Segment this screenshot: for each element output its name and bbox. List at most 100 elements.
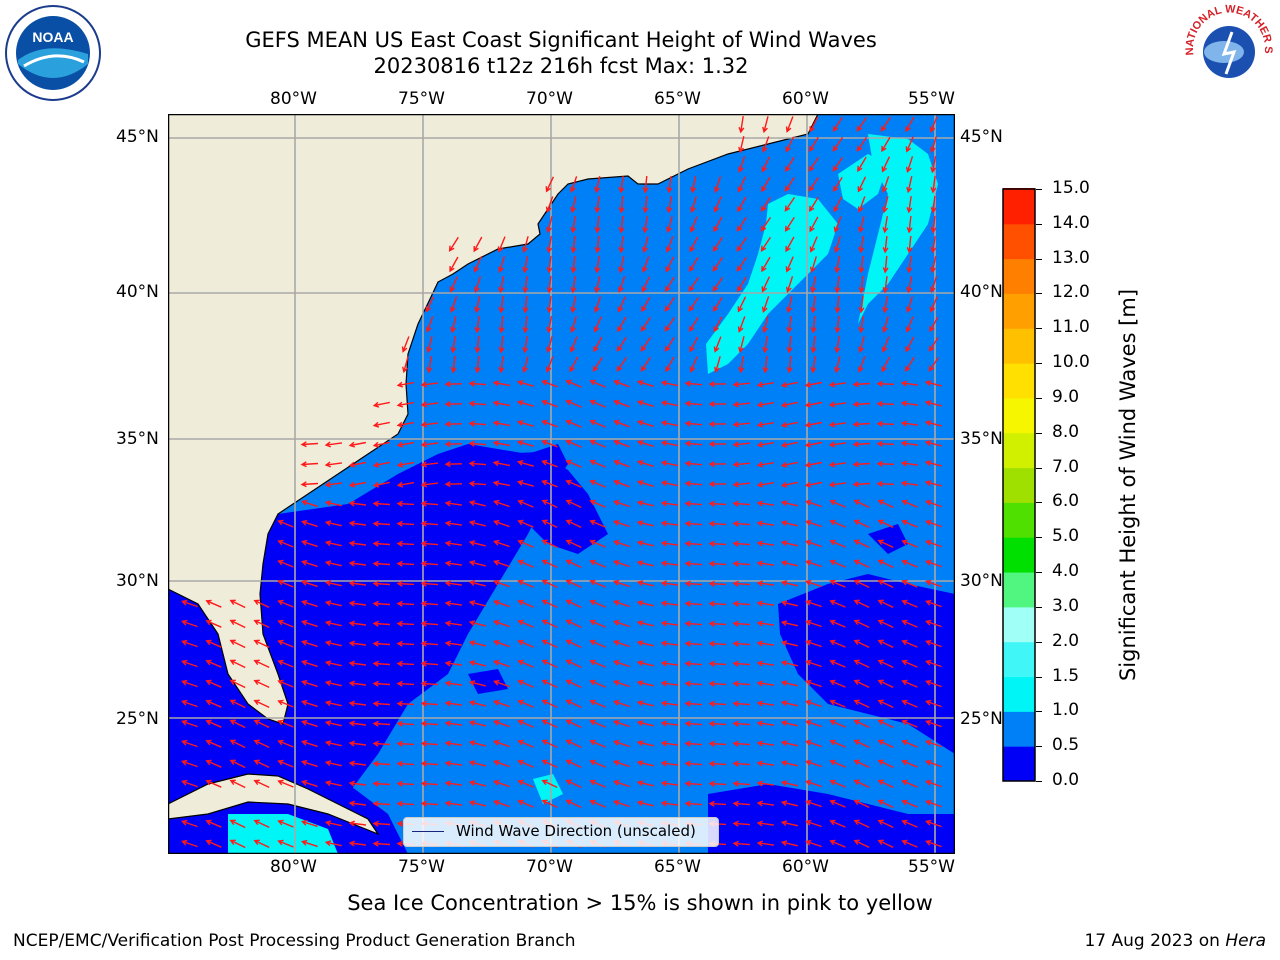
wind-wave-arrow [517, 539, 534, 548]
lat-label-left-30n: 30°N [116, 571, 159, 591]
wind-wave-arrow [594, 235, 601, 254]
wind-wave-arrow [493, 659, 510, 668]
wind-wave-arrow [877, 599, 894, 609]
wind-wave-arrow [277, 619, 294, 628]
wind-wave-arrow [930, 195, 937, 214]
wind-wave-arrow [541, 759, 558, 769]
wind-wave-arrow [666, 195, 673, 214]
wind-wave-arrow [925, 619, 942, 628]
wind-wave-arrow [372, 441, 390, 448]
wind-wave-arrow [449, 256, 459, 273]
wind-wave-arrow [565, 499, 582, 509]
wind-wave-arrow [877, 559, 894, 569]
wind-wave-arrow [732, 680, 751, 687]
wind-wave-arrow [732, 840, 751, 847]
wind-wave-arrow [517, 519, 534, 528]
wind-wave-arrow [301, 619, 318, 628]
wind-wave-arrow [593, 296, 602, 313]
wind-wave-arrow [396, 520, 415, 527]
wind-wave-arrow [780, 620, 798, 627]
colorbar-tick-label: 12.0 [1052, 282, 1090, 303]
wind-wave-arrow [852, 461, 871, 468]
wind-wave-arrow [492, 480, 511, 487]
wind-wave-arrow [708, 500, 727, 507]
wind-wave-arrow [613, 439, 630, 448]
wind-wave-arrow [901, 719, 918, 728]
wind-wave-arrow [642, 175, 649, 194]
wind-wave-arrow [613, 739, 630, 748]
wind-wave-arrow [708, 441, 727, 448]
wind-wave-arrow [565, 419, 582, 428]
wind-wave-arrow [468, 580, 486, 587]
colorbar-tick-mark [1036, 467, 1042, 469]
wind-wave-arrow [205, 819, 222, 828]
wind-wave-arrow [348, 500, 366, 507]
wind-wave-arrow [785, 276, 794, 293]
wind-wave-arrow [761, 256, 771, 273]
wind-wave-arrow [253, 759, 270, 769]
wind-wave-arrow [570, 296, 577, 314]
wind-wave-arrow [852, 401, 871, 408]
noaa-logo: NOAA [4, 4, 102, 102]
wind-wave-arrow [277, 659, 294, 668]
wind-wave-arrow [858, 235, 865, 254]
wind-wave-arrow [593, 336, 603, 353]
wind-wave-arrow [640, 316, 651, 332]
wind-wave-arrow [348, 620, 366, 627]
wind-wave-arrow [737, 176, 746, 193]
wind-wave-arrow [444, 660, 462, 667]
wind-wave-arrow [708, 560, 727, 567]
wind-wave-arrow [522, 356, 529, 374]
wind-wave-arrow [181, 639, 198, 648]
colorbar-segment [1003, 258, 1035, 294]
wind-wave-arrow [708, 700, 727, 707]
wind-wave-arrow [301, 719, 318, 728]
wind-wave-arrow [877, 499, 894, 509]
wind-wave-arrow [660, 700, 678, 707]
colorbar-segment [1003, 328, 1035, 364]
wind-wave-arrow [301, 579, 318, 588]
colorbar-tick-mark [1036, 641, 1042, 643]
wind-wave-arrow [420, 620, 439, 627]
wind-wave-arrow [780, 560, 798, 567]
wind-wave-arrow [348, 640, 366, 647]
wind-wave-arrow [618, 195, 625, 214]
colorbar-tick-label: 6.0 [1052, 491, 1080, 512]
chart-subtitle-forecast: 20230816 t12z 216h fcst Max: 1.32 [373, 54, 749, 78]
wind-wave-arrow [708, 720, 727, 727]
wind-wave-arrow [277, 779, 294, 788]
wind-wave-arrow [565, 459, 582, 468]
wind-wave-arrow [829, 839, 846, 848]
colorbar-segment [1003, 397, 1035, 434]
wind-wave-arrow [253, 599, 270, 609]
wind-wave-arrow [253, 619, 270, 629]
colorbar-tick-label: 15.0 [1052, 178, 1090, 198]
wind-wave-arrow [613, 499, 630, 508]
wind-wave-arrow [684, 440, 703, 447]
wind-wave-arrow [708, 680, 727, 687]
lon-label-top-70w: 70°W [526, 89, 573, 109]
wind-wave-arrow [684, 500, 703, 507]
wind-wave-arrow [522, 276, 529, 294]
colorbar-tick-mark [1036, 711, 1042, 713]
wind-wave-arrow [516, 440, 534, 447]
wind-wave-arrow [805, 679, 822, 688]
wind-wave-arrow [780, 800, 798, 807]
wind-wave-arrow [756, 680, 774, 687]
wind-wave-arrow [761, 296, 770, 313]
wind-wave-arrow [804, 421, 823, 428]
wind-wave-arrow [901, 619, 918, 628]
wind-wave-arrow [468, 480, 487, 487]
wind-wave-arrow [517, 759, 534, 768]
wind-wave-arrow [636, 680, 654, 687]
wind-wave-arrow [925, 799, 942, 808]
wind-wave-arrow [516, 420, 534, 427]
wind-wave-arrow [617, 316, 627, 333]
wind-wave-arrow [906, 276, 913, 294]
wind-wave-arrow [762, 335, 769, 354]
wind-wave-arrow [901, 659, 918, 668]
wind-wave-arrow [805, 599, 822, 608]
wind-wave-arrow [732, 620, 751, 627]
wind-wave-arrow [589, 779, 606, 788]
wind-wave-arrow [545, 356, 554, 373]
